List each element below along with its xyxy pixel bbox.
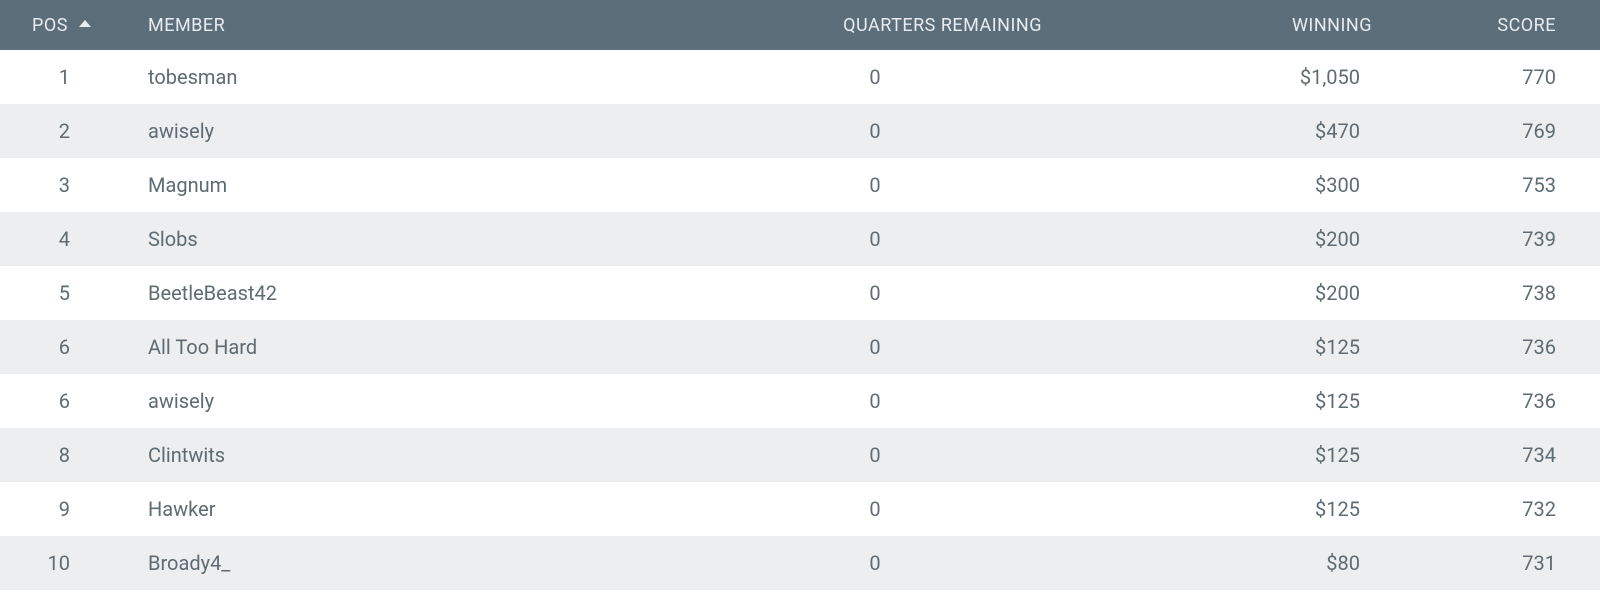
cell-quarters-remaining: 0 <box>690 266 1060 320</box>
cell-pos: 10 <box>0 536 130 590</box>
cell-member: Clintwits <box>130 428 690 482</box>
cell-score: 738 <box>1390 266 1600 320</box>
cell-winning: $200 <box>1060 266 1390 320</box>
column-header-winning[interactable]: WINNING <box>1060 0 1390 50</box>
cell-member: Hawker <box>130 482 690 536</box>
cell-member: BeetleBeast42 <box>130 266 690 320</box>
table-row[interactable]: 9Hawker0$125732 <box>0 482 1600 536</box>
cell-member: Magnum <box>130 158 690 212</box>
cell-score: 734 <box>1390 428 1600 482</box>
cell-winning: $125 <box>1060 374 1390 428</box>
cell-quarters-remaining: 0 <box>690 428 1060 482</box>
cell-member: Broady4_ <box>130 536 690 590</box>
cell-member: tobesman <box>130 50 690 104</box>
cell-pos: 3 <box>0 158 130 212</box>
cell-quarters-remaining: 0 <box>690 482 1060 536</box>
cell-pos: 2 <box>0 104 130 158</box>
cell-pos: 8 <box>0 428 130 482</box>
table-body: 1tobesman0$1,0507702awisely0$4707693Magn… <box>0 50 1600 590</box>
table-header-row: POS MEMBER QUARTERS REMAINING WINNING SC… <box>0 0 1600 50</box>
cell-score: 732 <box>1390 482 1600 536</box>
table-row[interactable]: 4Slobs0$200739 <box>0 212 1600 266</box>
column-header-member-label: MEMBER <box>148 15 225 36</box>
cell-quarters-remaining: 0 <box>690 104 1060 158</box>
cell-quarters-remaining: 0 <box>690 50 1060 104</box>
column-header-qr-label: QUARTERS REMAINING <box>843 15 1042 36</box>
cell-score: 731 <box>1390 536 1600 590</box>
cell-member: awisely <box>130 374 690 428</box>
sort-asc-icon <box>79 20 91 27</box>
column-header-pos-label: POS <box>32 15 68 36</box>
table-row[interactable]: 6awisely0$125736 <box>0 374 1600 428</box>
column-header-member[interactable]: MEMBER <box>130 0 690 50</box>
cell-score: 769 <box>1390 104 1600 158</box>
cell-quarters-remaining: 0 <box>690 212 1060 266</box>
table-row[interactable]: 3Magnum0$300753 <box>0 158 1600 212</box>
cell-winning: $125 <box>1060 482 1390 536</box>
table-row[interactable]: 5BeetleBeast420$200738 <box>0 266 1600 320</box>
cell-winning: $80 <box>1060 536 1390 590</box>
cell-pos: 4 <box>0 212 130 266</box>
cell-pos: 5 <box>0 266 130 320</box>
cell-member: awisely <box>130 104 690 158</box>
cell-quarters-remaining: 0 <box>690 158 1060 212</box>
cell-pos: 9 <box>0 482 130 536</box>
table-row[interactable]: 10Broady4_0$80731 <box>0 536 1600 590</box>
cell-pos: 6 <box>0 374 130 428</box>
column-header-quarters-remaining[interactable]: QUARTERS REMAINING <box>690 0 1060 50</box>
cell-pos: 6 <box>0 320 130 374</box>
table-row[interactable]: 6All Too Hard0$125736 <box>0 320 1600 374</box>
cell-score: 753 <box>1390 158 1600 212</box>
cell-member: Slobs <box>130 212 690 266</box>
column-header-score[interactable]: SCORE <box>1390 0 1600 50</box>
cell-winning: $200 <box>1060 212 1390 266</box>
column-header-winning-label: WINNING <box>1292 15 1372 36</box>
table-row[interactable]: 2awisely0$470769 <box>0 104 1600 158</box>
cell-quarters-remaining: 0 <box>690 536 1060 590</box>
cell-winning: $125 <box>1060 320 1390 374</box>
cell-score: 739 <box>1390 212 1600 266</box>
column-header-pos[interactable]: POS <box>0 0 130 50</box>
cell-winning: $300 <box>1060 158 1390 212</box>
leaderboard-table: POS MEMBER QUARTERS REMAINING WINNING SC… <box>0 0 1600 590</box>
cell-score: 736 <box>1390 320 1600 374</box>
cell-quarters-remaining: 0 <box>690 374 1060 428</box>
cell-member: All Too Hard <box>130 320 690 374</box>
table-row[interactable]: 1tobesman0$1,050770 <box>0 50 1600 104</box>
cell-winning: $470 <box>1060 104 1390 158</box>
cell-winning: $125 <box>1060 428 1390 482</box>
cell-score: 736 <box>1390 374 1600 428</box>
cell-quarters-remaining: 0 <box>690 320 1060 374</box>
cell-winning: $1,050 <box>1060 50 1390 104</box>
column-header-score-label: SCORE <box>1497 15 1556 36</box>
cell-pos: 1 <box>0 50 130 104</box>
table-row[interactable]: 8Clintwits0$125734 <box>0 428 1600 482</box>
cell-score: 770 <box>1390 50 1600 104</box>
